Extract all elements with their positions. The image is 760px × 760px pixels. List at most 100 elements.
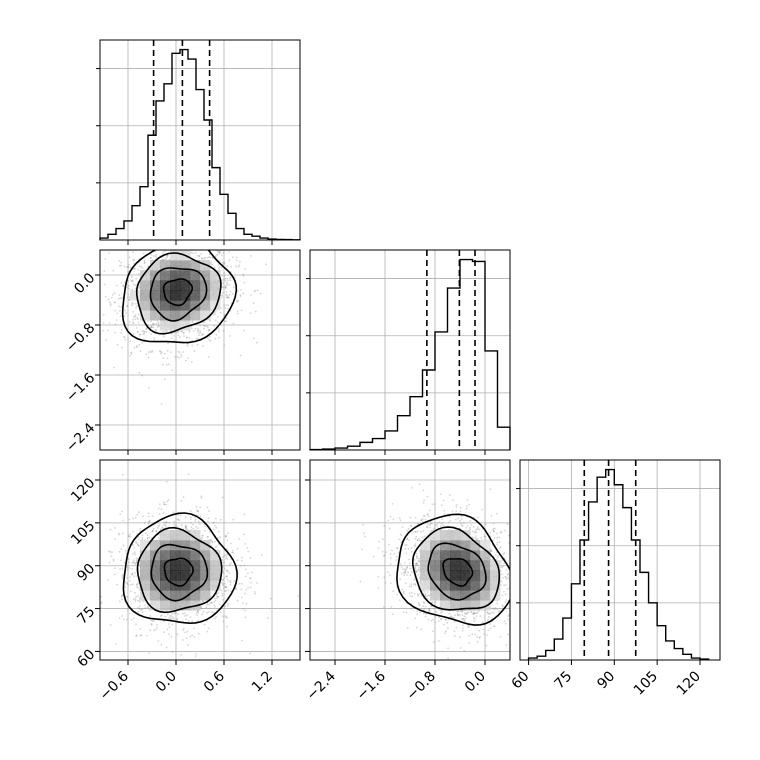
scatter-point [130, 590, 132, 593]
scatter-point [221, 592, 224, 595]
scatter-point [184, 525, 187, 528]
scatter-point [189, 616, 192, 619]
scatter-point [208, 530, 211, 533]
scatter-point [100, 595, 102, 598]
scatter-point [156, 326, 159, 329]
scatter-point [207, 356, 210, 358]
scatter-point [135, 575, 138, 577]
scatter-point [225, 284, 228, 287]
density-cell [150, 570, 161, 581]
scatter-point [202, 600, 205, 602]
scatter-point [149, 326, 152, 329]
scatter-point [118, 305, 120, 308]
scatter-point [225, 535, 228, 538]
scatter-point [175, 525, 178, 528]
scatter-point [455, 518, 457, 521]
y-tick-label: 105 [68, 518, 98, 548]
scatter-point [132, 311, 135, 313]
scatter-point [179, 336, 181, 339]
scatter-point [494, 554, 497, 556]
scatter-point [389, 582, 392, 584]
scatter-point [131, 572, 134, 575]
scatter-point [126, 266, 129, 268]
scatter-point [484, 523, 487, 526]
scatter-point [229, 276, 232, 279]
scatter-point [163, 378, 166, 381]
scatter-point [225, 534, 228, 537]
scatter-point [208, 510, 210, 513]
scatter-point [136, 583, 138, 585]
scatter-point [166, 613, 169, 616]
density-cell [180, 290, 191, 301]
scatter-point [158, 524, 161, 527]
scatter-point [483, 633, 485, 636]
scatter-point [422, 520, 425, 523]
panel-frame [99, 39, 301, 241]
scatter-point [185, 618, 188, 621]
scatter-point [235, 256, 238, 259]
scatter-point [497, 556, 499, 559]
scatter-point [493, 612, 495, 614]
scatter-point [184, 234, 186, 236]
scatter-point [403, 592, 405, 595]
scatter-point [114, 323, 117, 326]
scatter-point [466, 611, 469, 614]
scatter-point [126, 296, 129, 299]
histogram-steps [309, 258, 511, 451]
scatter-point [196, 338, 199, 340]
scatter-point [459, 614, 461, 616]
scatter-point [476, 526, 479, 529]
scatter-point [511, 571, 513, 573]
scatter-point [114, 301, 116, 304]
scatter-point [170, 234, 172, 236]
scatter-point [211, 611, 213, 614]
scatter-point [187, 357, 190, 360]
density-cell [150, 600, 161, 611]
scatter-point [511, 561, 513, 563]
scatter-point [153, 323, 155, 326]
scatter-point [100, 602, 102, 605]
scatter-point [119, 297, 122, 299]
scatter-point [135, 562, 137, 565]
scatter-point [163, 501, 165, 504]
scatter-point [221, 261, 224, 264]
scatter-point [505, 578, 508, 580]
scatter-point [127, 608, 129, 611]
scatter-point [160, 246, 162, 248]
scatter-point [266, 617, 269, 620]
scatter-point [147, 512, 150, 515]
scatter-point [193, 232, 195, 234]
scatter-point [212, 528, 215, 531]
scatter-point [423, 515, 426, 517]
scatter-point [108, 561, 111, 564]
scatter-point [124, 581, 127, 583]
scatter-point [142, 330, 145, 333]
scatter-point [121, 615, 124, 617]
scatter-point [492, 527, 495, 530]
scatter-point [134, 314, 137, 316]
scatter-point [455, 510, 458, 512]
scatter-point [212, 522, 215, 524]
scatter-point [118, 617, 121, 619]
scatter-point [183, 332, 185, 334]
scatter-point [409, 567, 412, 570]
scatter-point [129, 355, 132, 357]
scatter-point [480, 536, 483, 539]
scatter-point [400, 572, 403, 575]
scatter-point [417, 594, 420, 597]
scatter-point [473, 531, 476, 534]
scatter-point [201, 534, 204, 537]
scatter-point [138, 244, 140, 246]
scatter-point [164, 250, 166, 252]
scatter-point [214, 313, 217, 315]
contour-level [162, 278, 194, 307]
scatter-point [197, 510, 200, 513]
scatter-point [470, 611, 473, 614]
scatter-point [234, 587, 237, 590]
scatter-point [222, 572, 225, 574]
scatter-point [411, 487, 413, 489]
scatter-point [479, 636, 481, 638]
scatter-point [270, 597, 272, 600]
scatter-point [498, 541, 501, 543]
panel-frame [99, 459, 301, 661]
